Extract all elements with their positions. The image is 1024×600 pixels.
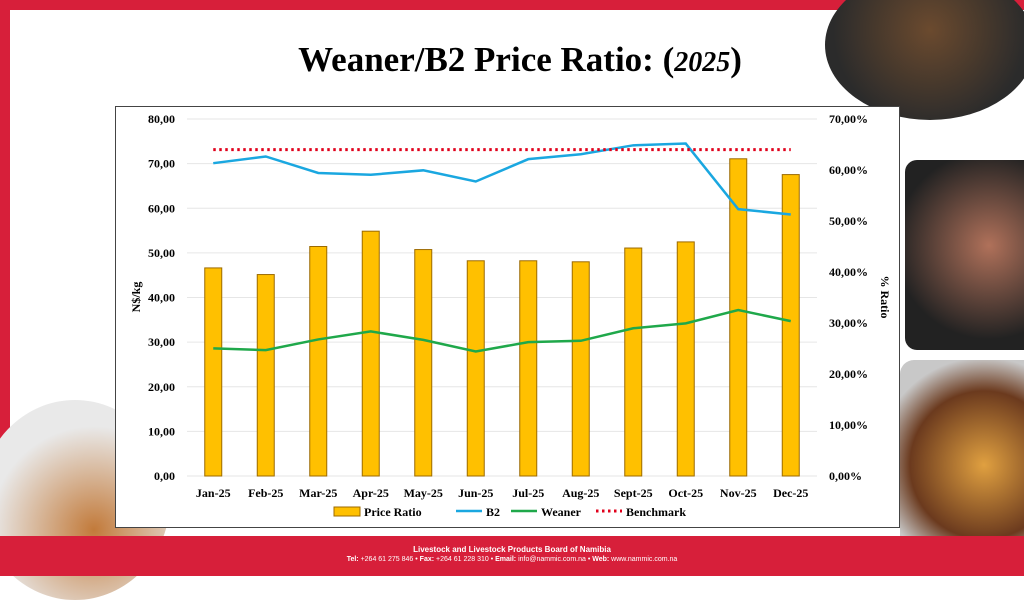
footer-org: Livestock and Livestock Products Board o… (413, 545, 611, 554)
food-image-top-right (825, 0, 1024, 120)
x-tick-label: Dec-25 (773, 486, 808, 500)
legend-label: Weaner (541, 505, 582, 519)
bar-price-ratio (204, 267, 223, 477)
page-title: Weaner/B2 Price Ratio: (2025) (200, 40, 840, 80)
bar-price-ratio (571, 261, 590, 477)
bar-price-ratio (781, 174, 800, 477)
y2-tick-label: 30,00% (829, 316, 868, 330)
x-tick-label: Jul-25 (512, 486, 544, 500)
x-tick-label: Oct-25 (668, 486, 703, 500)
y-tick-label: 20,00 (148, 380, 175, 394)
bar-price-ratio (309, 246, 328, 477)
bar-price-ratio (624, 247, 643, 477)
y2-tick-label: 20,00% (829, 367, 868, 381)
y-tick-label: 30,00 (148, 335, 175, 349)
y-tick-label: 60,00 (148, 201, 175, 215)
y2-axis-title: % Ratio (878, 276, 892, 319)
bar-price-ratio (519, 260, 538, 477)
bar-price-ratio (361, 230, 380, 477)
x-tick-label: Nov-25 (720, 486, 757, 500)
top-frame (0, 0, 1024, 10)
web-link[interactable]: www.nammic.com.na (611, 556, 678, 563)
fax: +264 61 228 310 (436, 556, 489, 563)
y2-tick-label: 0,00% (829, 469, 862, 483)
left-frame (0, 0, 10, 576)
x-tick-label: Jan-25 (196, 486, 231, 500)
tel: +264 61 275 846 (360, 556, 414, 563)
email-link[interactable]: info@nammic.com.na (518, 556, 586, 563)
food-image-burger (900, 360, 1024, 570)
chart-svg: 0,00 10,00 20,00 30,00 40,00 50,00 60,00 70,00 8… (129, 112, 892, 519)
legend-label: B2 (486, 505, 500, 519)
y-axis-title: N$/kg (129, 282, 143, 313)
y2-tick-label: 60,00% (829, 163, 868, 177)
y-tick-label: 70,00 (148, 157, 175, 171)
y2-tick-label: 50,00% (829, 214, 868, 228)
chart-container: 0,00 10,00 20,00 30,00 40,00 50,00 60,00 70,00 8… (115, 106, 900, 528)
legend-label: Price Ratio (364, 505, 422, 519)
footer: Livestock and Livestock Products Board o… (0, 536, 1024, 576)
bar-price-ratio (256, 274, 275, 477)
y-tick-label: 80,00 (148, 112, 175, 126)
legend-swatch-price-ratio (333, 506, 361, 517)
y2-tick-label: 10,00% (829, 418, 868, 432)
bar-price-ratio (466, 260, 485, 477)
y-tick-label: 0,00 (154, 469, 175, 483)
title-year: 2025 (674, 47, 731, 78)
fax-label: Fax: (419, 556, 435, 563)
y-tick-label: 40,00 (148, 291, 175, 305)
x-tick-label: Aug-25 (562, 486, 599, 500)
footer-contacts: Tel: +264 61 275 846 • Fax: +264 61 228 … (346, 556, 678, 563)
line-weaner (213, 308, 792, 353)
x-tick-label: Mar-25 (299, 486, 337, 500)
y2-tick-label: 70,00% (829, 112, 868, 126)
bar-price-ratio (676, 241, 695, 477)
x-tick-label: Feb-25 (248, 486, 283, 500)
y-tick-label: 10,00 (148, 424, 175, 438)
y2-tick-label: 40,00% (829, 265, 868, 279)
legend-label: Benchmark (626, 505, 686, 519)
web-label: Web: (592, 556, 610, 563)
x-tick-label: Sept-25 (614, 486, 653, 500)
x-tick-label: Jun-25 (458, 486, 493, 500)
bar-price-ratio (729, 158, 748, 477)
email-label: Email: (495, 556, 517, 563)
x-tick-label: Apr-25 (353, 486, 389, 500)
title-close: ) (730, 40, 742, 79)
y-tick-label: 50,00 (148, 246, 175, 260)
title-text: Weaner/B2 Price Ratio: ( (298, 40, 675, 79)
line-b2 (213, 142, 791, 216)
x-tick-label: May-25 (404, 486, 443, 500)
tel-label: Tel: (346, 556, 359, 563)
bar-price-ratio (414, 249, 433, 477)
food-image-grill (905, 160, 1024, 350)
